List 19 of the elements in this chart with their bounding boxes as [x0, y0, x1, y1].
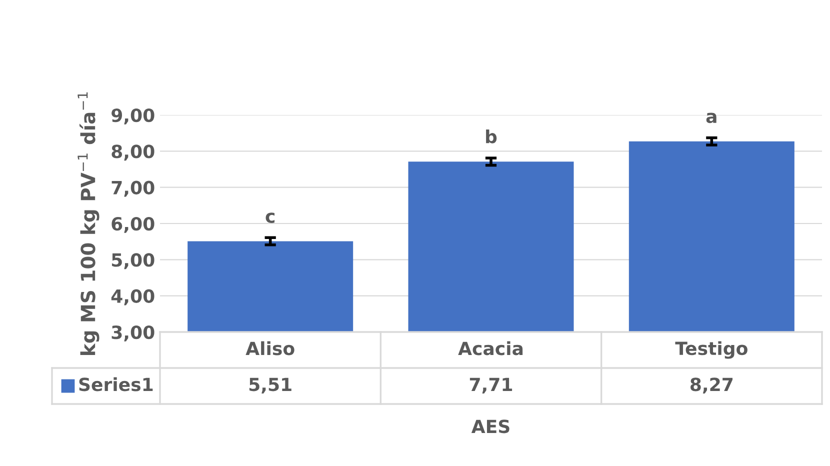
- y-tick-label: 6,00: [112, 216, 154, 233]
- data-label: 7,71: [470, 378, 512, 394]
- x-axis-title: AES: [471, 420, 510, 434]
- x-tick-label: Aliso: [246, 341, 294, 356]
- y-tick-label: 4,00: [111, 289, 154, 306]
- x-tick-label: Testigo: [675, 341, 748, 359]
- annotation: b: [486, 129, 497, 144]
- y-tick-label: 5,00: [112, 253, 154, 270]
- data-label: 8,27: [690, 378, 733, 394]
- legend-label: Series1: [79, 377, 153, 392]
- y-tick-label: 7,00: [112, 180, 154, 197]
- annotation: c: [266, 212, 274, 223]
- data-label: 5,51: [249, 378, 292, 394]
- y-tick-label: 8,00: [112, 144, 154, 161]
- y-axis-title: kg MS 100 kg PV$^{−1}$ día$^{−1}$: [78, 92, 100, 355]
- annotation: a: [706, 112, 716, 124]
- x-tick-label: Acacia: [458, 341, 523, 356]
- y-tick-label: 9,00: [112, 108, 154, 124]
- y-tick-label: 3,00: [112, 325, 154, 342]
